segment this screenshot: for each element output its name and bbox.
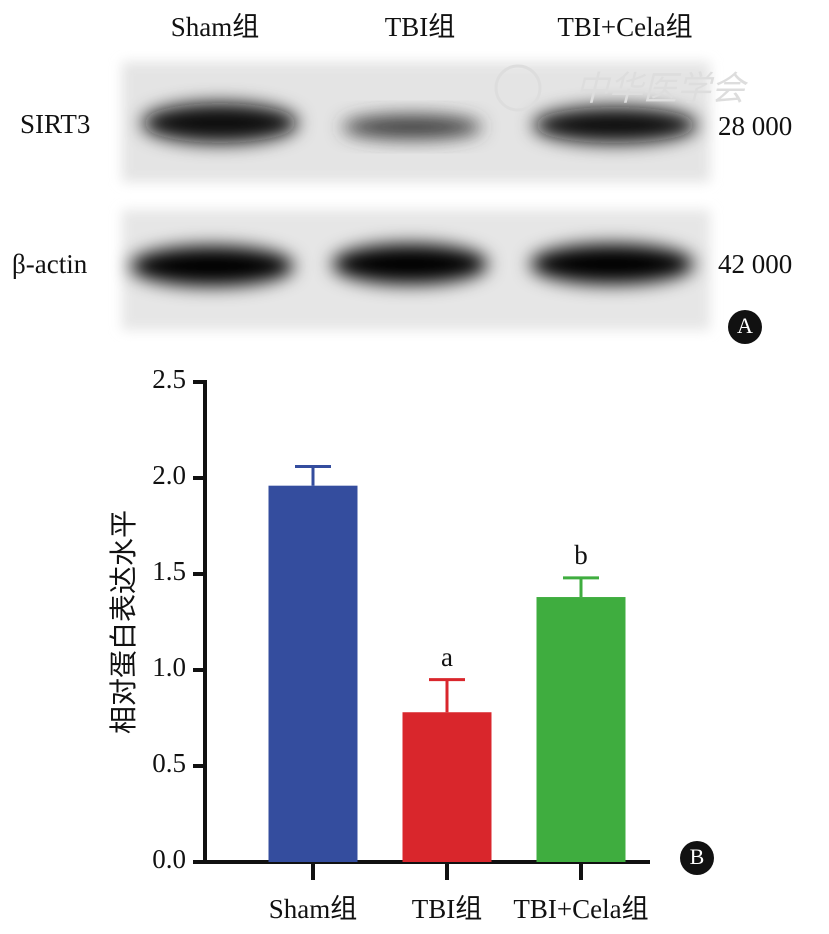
- y-tick-label: 1.5: [152, 556, 186, 586]
- blot-band: [530, 244, 694, 284]
- bar: [268, 485, 358, 862]
- lane-label: TBI组: [385, 12, 456, 42]
- molecular-weight: 42 000: [718, 249, 792, 279]
- significance-label: b: [574, 540, 588, 570]
- row-label: β-actin: [12, 249, 88, 279]
- x-tick-label: TBI组: [412, 894, 483, 924]
- blot-band: [142, 103, 298, 143]
- x-tick-label: TBI+Cela组: [513, 894, 648, 924]
- blot-band: [342, 115, 482, 139]
- western-blot: Sham组 TBI组 TBI+Cela组 SIRT3 β-actin 28 00…: [12, 12, 792, 330]
- blot-band: [130, 246, 294, 286]
- panel-badge: [680, 841, 714, 875]
- significance-label: a: [441, 642, 453, 672]
- bar: [536, 597, 626, 862]
- y-tick-label: 2.5: [152, 364, 186, 394]
- blot-band: [533, 107, 697, 143]
- panel-badge: [728, 310, 762, 344]
- blot-band: [332, 244, 488, 284]
- y-axis-label: 相对蛋白表达水平: [107, 510, 140, 734]
- y-tick-label: 0.5: [152, 748, 186, 778]
- panel-label: A: [737, 313, 753, 338]
- y-tick-label: 1.0: [152, 652, 186, 682]
- bar: [402, 712, 492, 862]
- watermark: 中华医学会: [575, 71, 749, 108]
- x-tick-label: Sham组: [269, 894, 358, 924]
- lane-label: Sham组: [171, 12, 260, 42]
- watermark-logo: [494, 64, 542, 112]
- y-tick-label: 2.0: [152, 460, 186, 490]
- lane-label: TBI+Cela组: [557, 12, 692, 42]
- y-tick-label: 0.0: [152, 844, 186, 874]
- panel-label: B: [690, 844, 705, 869]
- row-label: SIRT3: [20, 109, 90, 139]
- molecular-weight: 28 000: [718, 111, 792, 141]
